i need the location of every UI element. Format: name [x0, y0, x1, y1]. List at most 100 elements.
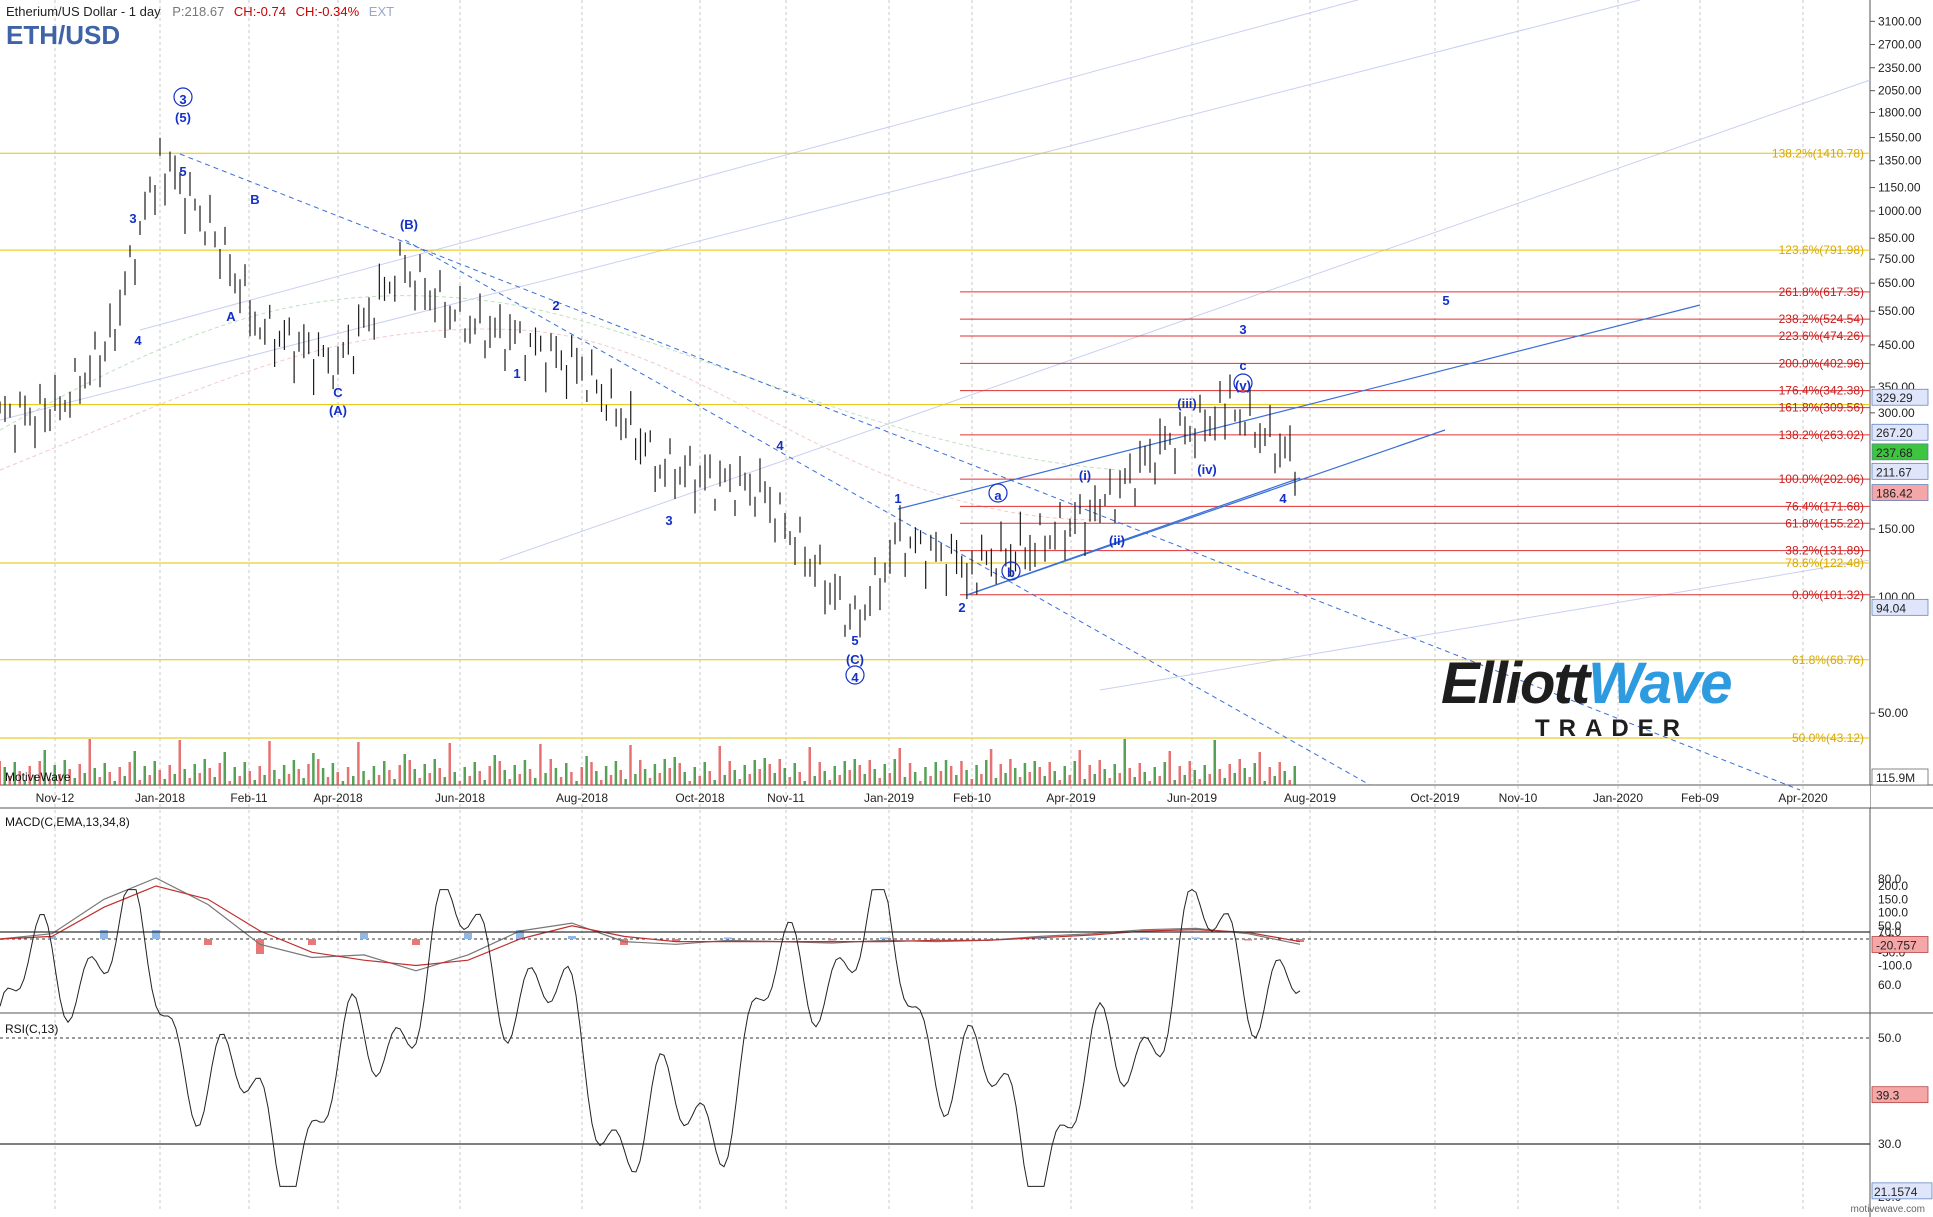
- change-abs: CH:-0.74: [233, 4, 286, 19]
- volume-bar: [143, 766, 146, 785]
- channel-target-line: [966, 429, 1446, 596]
- motivewave-label: MotiveWave: [5, 770, 71, 784]
- volume-bar: [549, 759, 552, 785]
- volume-bar: [463, 767, 466, 785]
- volume-bar: [658, 773, 661, 785]
- volume-bar: [1108, 778, 1111, 785]
- volume-bar: [523, 760, 527, 785]
- volume-bar: [1093, 774, 1096, 785]
- volume-bar: [1058, 780, 1061, 785]
- volume-bar: [929, 776, 932, 785]
- volume-bar: [970, 779, 973, 785]
- volume-bar: [258, 766, 261, 785]
- time-tick-label: Jun-2019: [1167, 791, 1217, 805]
- volume-bar: [448, 743, 451, 785]
- volume-bar: [1218, 769, 1221, 785]
- volume-bar: [8, 776, 11, 785]
- fib-label-yellow: 50.0%(43.12): [1792, 731, 1864, 745]
- volume-bar: [1033, 761, 1036, 785]
- volume-bar: [1293, 766, 1296, 785]
- fib-label-yellow: 61.8%(68.76): [1792, 653, 1864, 667]
- volume-bar: [163, 779, 166, 785]
- macd-histogram-bar: [672, 939, 680, 942]
- volume-bar: [48, 779, 51, 785]
- volume-bar: [1043, 776, 1046, 785]
- time-tick-label: Apr-2019: [1046, 791, 1096, 805]
- volume-bar: [513, 765, 516, 785]
- rsi-panel-bg: [0, 1016, 1870, 1212]
- macd-title: MACD(C,EMA,13,34,8): [5, 815, 130, 829]
- volume-bar: [648, 778, 652, 785]
- volume-bar: [629, 745, 632, 785]
- price-badge-bg: [1871, 462, 1929, 480]
- volume-bar: [1243, 768, 1246, 785]
- price-badge-bg: [1871, 484, 1929, 501]
- price-tick-label: 550.00: [1878, 304, 1915, 318]
- volume-bar: [893, 759, 896, 785]
- fib-label-red: 138.2%(263.02): [1779, 428, 1864, 442]
- time-tick-label: Aug-2018: [556, 791, 608, 805]
- volume-bar: [743, 765, 746, 785]
- volume-bar: [1028, 772, 1031, 785]
- volume-bar: [863, 774, 866, 785]
- volume-bar: [678, 763, 681, 785]
- volume-bar: [1198, 779, 1201, 785]
- volume-bar: [653, 764, 657, 785]
- volume-bar: [559, 777, 563, 785]
- moving-average-green: [0, 295, 1121, 471]
- volume-bar: [312, 753, 315, 785]
- volume-bar: [878, 778, 881, 785]
- price-tick-label: 750.00: [1878, 252, 1915, 266]
- macd-histogram-bar: [880, 937, 888, 939]
- macd-badge-bg: [1871, 936, 1929, 953]
- price-tick-label: 300.00: [1878, 406, 1915, 420]
- volume-bar: [383, 761, 386, 785]
- volume-bar: [1203, 765, 1206, 785]
- volume-bar: [233, 767, 236, 785]
- price-tick-label: 150.00: [1878, 522, 1915, 536]
- volume-bar: [33, 775, 36, 785]
- volume-bar: [838, 775, 841, 785]
- macd-histogram-bar: [204, 939, 212, 945]
- volume-bar: [263, 775, 266, 785]
- volume-bar: [708, 771, 711, 785]
- volume-bar: [331, 763, 335, 785]
- volume-bar: [268, 741, 271, 785]
- volume-bar: [352, 776, 355, 785]
- price-badge-bg: [1871, 388, 1929, 406]
- volume-bar: [528, 769, 532, 785]
- price-badge-label: 267.20: [1876, 426, 1913, 440]
- volume-bar: [238, 776, 241, 785]
- rsi-badge-bg: [1871, 1086, 1929, 1104]
- volume-bar: [3, 767, 6, 785]
- ext-label[interactable]: EXT: [368, 4, 395, 19]
- price-badge-label: 211.67: [1876, 465, 1912, 479]
- volume-bar: [148, 775, 151, 785]
- volume-bar: [1078, 750, 1081, 785]
- volume-bar: [278, 779, 281, 785]
- volume-bar: [1143, 772, 1146, 785]
- background-trendline: [499, 79, 1871, 561]
- volume-bar: [883, 764, 886, 785]
- time-tick-label: Feb-10: [953, 791, 991, 805]
- macd-tick-label: 200.0: [1878, 879, 1908, 893]
- wave-label: (ii): [1109, 533, 1125, 548]
- volume-bar: [1188, 761, 1191, 785]
- volume-bar: [688, 781, 691, 785]
- volume-bar: [683, 772, 686, 785]
- volume-bar: [321, 768, 325, 785]
- volume-bar: [377, 775, 381, 785]
- rsi-value-label: 39.3: [1876, 1089, 1900, 1103]
- volume-bar: [843, 761, 846, 785]
- volume-bar: [473, 762, 476, 785]
- time-tick-label: Aug-2019: [1284, 791, 1336, 805]
- price-badge-label: 186.42: [1876, 487, 1913, 501]
- macd-tick-label: -100.0: [1878, 959, 1912, 973]
- volume-bar: [788, 777, 791, 785]
- background-trendline: [0, 0, 1641, 421]
- price-tick-label: 2350.00: [1878, 61, 1922, 75]
- volume-bar: [297, 769, 300, 785]
- price-tick-label: 3100.00: [1878, 14, 1922, 28]
- volume-bar: [1158, 776, 1161, 785]
